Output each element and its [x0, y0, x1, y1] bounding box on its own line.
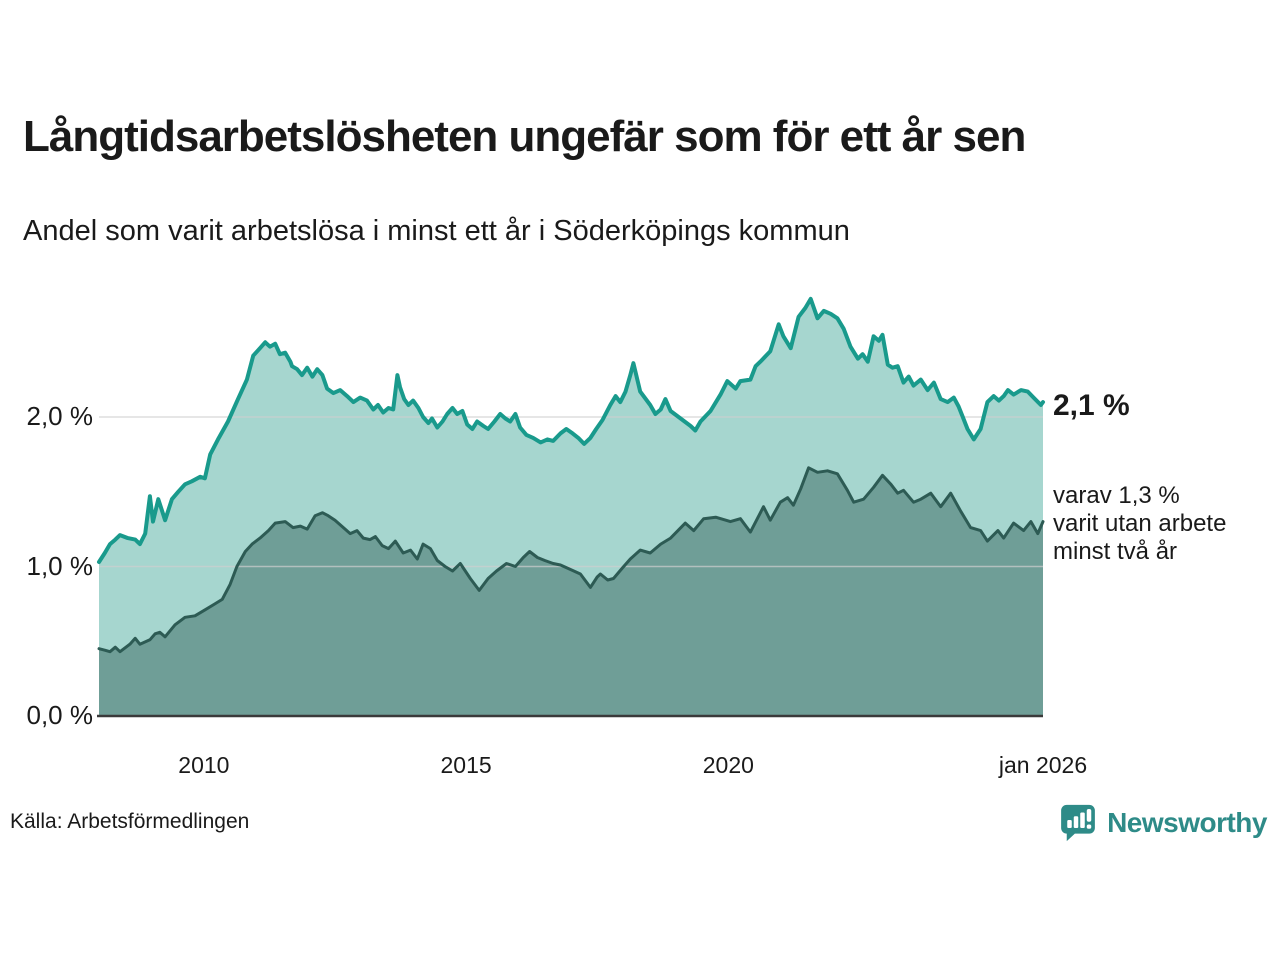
page-subtitle: Andel som varit arbetslösa i minst ett å…: [23, 215, 850, 247]
newsworthy-chart-bubble-icon: [1058, 803, 1098, 843]
page-title: Långtidsarbetslösheten ungefär som för e…: [23, 112, 1026, 161]
y-tick-label-0: 0,0 %: [26, 700, 94, 730]
x-tick-label-2015: 2015: [440, 752, 492, 778]
annotation-line-3: minst två år: [1053, 538, 1178, 565]
latest-total-value-label: 2,1 %: [1053, 389, 1130, 422]
area-arbetslosa-minst-tva-ar: [99, 467, 1043, 716]
annotation-line-1: varav 1,3 %: [1053, 482, 1180, 509]
annotation-line-2: varit utan arbete: [1053, 510, 1227, 537]
source-credit: Källa: Arbetsförmedlingen: [10, 810, 250, 833]
y-tick-label-1: 1,0 %: [26, 550, 94, 581]
line-arbetslosa-minst-ett-ar: [97, 296, 1045, 564]
brand-logo: Newsworthy: [1058, 803, 1267, 843]
y-tick-label-2: 2,0 %: [26, 401, 94, 431]
line-arbetslosa-minst-tva-ar: [97, 466, 1045, 654]
x-tick-label-2020: 2020: [702, 752, 754, 778]
latest-two-year-annotation: varav 1,3 % varit utan arbete minst två …: [1053, 482, 1226, 566]
brand-name: Newsworthy: [1107, 807, 1267, 838]
x-tick-label-jan-2026: jan 2026: [998, 752, 1088, 778]
x-tick-label-2010: 2010: [178, 752, 230, 778]
